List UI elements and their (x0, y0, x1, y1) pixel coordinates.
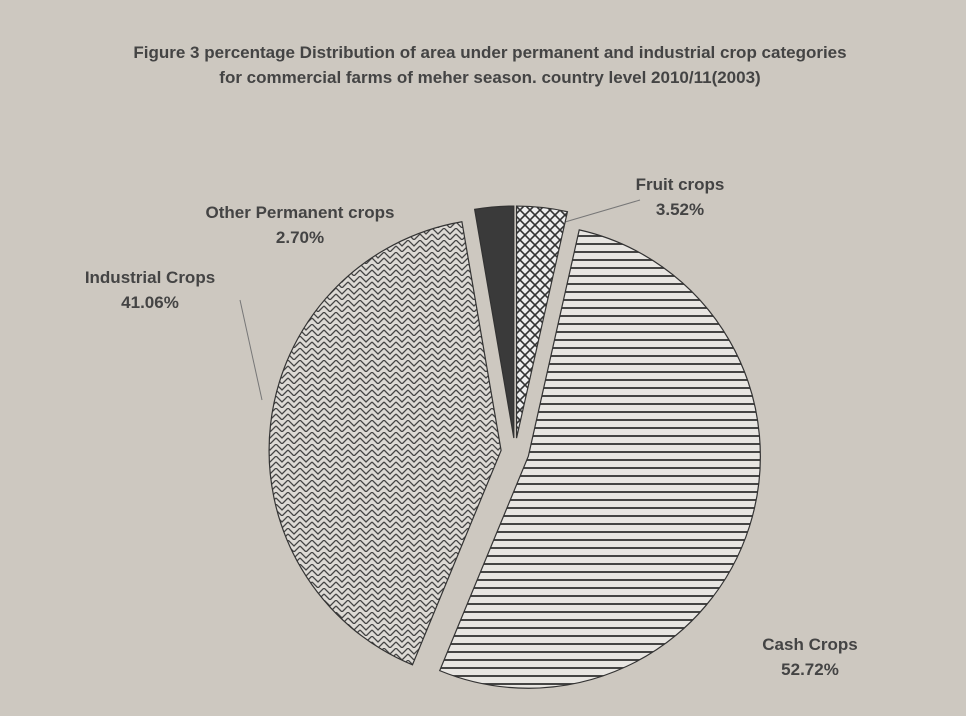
category: Cash Crops (762, 635, 858, 654)
pie-slice (473, 205, 515, 439)
chart-title: Figure 3 percentage Distribution of area… (133, 43, 847, 87)
value-label: 52.72% (781, 660, 839, 679)
value-label: 2.70% (275, 228, 325, 247)
category: Fruit crops (635, 175, 725, 194)
category: Industrial Crops (84, 268, 216, 287)
slice-label: Other Permanent crops 2.70% (205, 200, 395, 250)
category: Other Permanent crops (205, 203, 395, 222)
pie-slice (438, 229, 761, 689)
pie-slice (268, 221, 502, 666)
slice-label: Fruit crops 3.52% (600, 172, 760, 222)
leader-lines (239, 199, 641, 401)
value-label: 3.52% (655, 200, 705, 219)
value-label: 41.06% (121, 293, 179, 312)
pie-slice (515, 205, 569, 439)
slice-label: Industrial Crops 41.06% (55, 265, 245, 315)
slice-label: Cash Crops 52.72% (730, 632, 890, 682)
